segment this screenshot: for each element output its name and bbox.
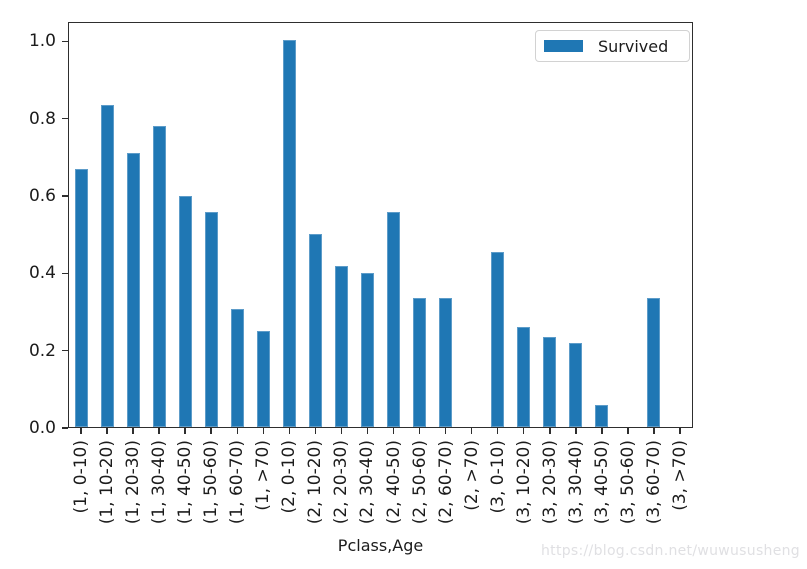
y-tick-label: 0.6 [28,186,56,206]
x-tick-label: (3, 0-10) [487,440,508,514]
y-tick [62,349,68,352]
legend-swatch-survived [544,40,583,52]
x-tick-label: (3, >70) [669,440,690,511]
y-tick [62,427,68,429]
legend-label: Survived [598,36,669,56]
bar [127,152,140,427]
y-tick [62,117,68,120]
bar [517,326,530,427]
x-tick [496,428,499,434]
x-tick [679,428,681,434]
x-tick [314,428,317,434]
x-tick [340,428,343,434]
y-tick [62,272,68,275]
x-tick-label: (1, 50-60) [201,440,222,525]
x-tick-label: (2, 40-50) [383,440,404,525]
x-tick [262,428,265,434]
x-tick [418,428,421,434]
x-tick-label: (1, 40-50) [175,440,196,525]
bar [595,404,608,427]
bar [153,125,166,427]
x-tick [627,428,629,434]
y-tick [62,195,68,197]
bar [283,39,296,427]
x-tick [366,428,369,434]
y-tick [62,40,68,43]
x-tick-label: (2, 10-20) [305,440,326,525]
x-tick [184,428,186,434]
bar [231,308,244,427]
x-tick [653,428,655,434]
x-tick [236,428,239,434]
x-tick [392,428,395,434]
x-tick-label: (2, 50-60) [409,440,430,525]
bar [387,211,400,427]
watermark: https://blog.csdn.net/wuwususheng [540,543,800,559]
bar [491,251,504,427]
x-tick [575,428,577,434]
y-tick-label: 0.4 [28,263,56,284]
y-tick-label: 0.8 [28,108,56,129]
x-tick-label: (2, 0-10) [279,440,300,514]
x-tick-label: (2, >70) [461,440,482,511]
bar [413,297,426,427]
x-tick-label: (1, 0-10) [71,440,92,514]
x-tick-label: (3, 40-50) [591,440,612,525]
x-tick [522,428,525,434]
x-tick-label: (3, 50-60) [617,440,638,525]
bar [361,272,374,427]
x-tick [288,428,291,434]
legend: Survived [535,30,690,62]
y-tick-label: 0.0 [28,418,56,438]
x-tick-label: (3, 20-30) [539,440,560,525]
x-tick-label: (1, 10-20) [97,440,118,525]
x-tick [80,428,82,434]
x-tick-label: (1, 20-30) [123,440,144,525]
x-tick-label: (3, 10-20) [513,440,534,525]
x-tick-label: (2, 30-40) [357,440,378,525]
y-tick-label: 1.0 [28,31,56,52]
x-tick-label: (2, 60-70) [435,440,456,525]
x-tick-label: (1, 60-70) [227,440,248,525]
x-tick-label: (1, 30-40) [149,440,170,525]
x-tick-label: (1, >70) [253,440,274,511]
x-tick [132,428,134,434]
x-tick [106,428,108,434]
x-tick [444,428,447,434]
bar [179,195,192,427]
bar [335,265,348,427]
x-tick-label: (3, 30-40) [565,440,586,525]
plot-area [68,22,693,428]
bar [205,211,218,427]
x-tick [470,428,473,434]
bar [543,336,556,427]
x-axis-title: Pclass,Age [337,536,424,555]
bar [439,297,452,427]
bar [75,168,88,427]
x-tick-label: (2, 20-30) [331,440,352,525]
x-tick-label: (3, 60-70) [643,440,664,525]
x-tick [158,428,160,434]
x-tick [549,428,551,434]
bar [569,342,582,427]
bar [101,104,114,427]
bar [257,330,270,427]
bar [309,233,322,427]
y-tick-label: 0.2 [28,340,56,361]
bar [647,297,660,427]
x-tick [601,428,603,434]
x-tick [210,428,212,434]
